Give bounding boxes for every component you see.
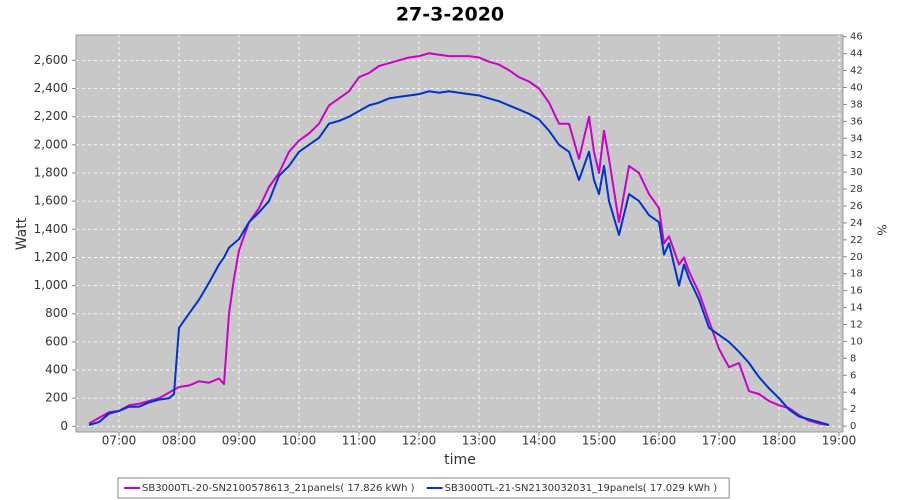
y-tick-label: 1,600 xyxy=(34,194,68,208)
y2-tick-label: 30 xyxy=(850,167,863,178)
y-tick-label: 600 xyxy=(45,334,68,348)
y2-tick-label: 34 xyxy=(850,133,863,144)
y-tick-label: 1,800 xyxy=(34,165,68,179)
y2-tick-label: 44 xyxy=(850,49,863,60)
y2-tick-label: 6 xyxy=(850,370,856,381)
series-line xyxy=(88,90,830,426)
y2-tick-label: 10 xyxy=(850,336,863,347)
legend-box xyxy=(117,477,730,499)
y2-tick-label: 40 xyxy=(850,82,863,93)
x-tick-label: 11:00 xyxy=(342,434,377,448)
x-tick-label: 18:00 xyxy=(762,434,797,448)
y2-tick-label: 8 xyxy=(850,353,856,364)
y2-tick-label: 38 xyxy=(850,99,863,110)
legend-label: SB3000TL-20-SN2100578613_21panels( 17.82… xyxy=(142,483,415,494)
x-tick-label: 07:00 xyxy=(102,434,137,448)
y-tick-label: 2,200 xyxy=(34,109,68,123)
x-tick-label: 12:00 xyxy=(402,434,437,448)
y-tick-label: 400 xyxy=(45,363,68,377)
legend-label: SB3000TL-21-SN2130032031_19panels( 17.02… xyxy=(445,483,718,494)
y2-tick-label: 0 xyxy=(850,421,856,432)
y2-tick-label: 24 xyxy=(850,218,863,229)
y2-tick-label: 16 xyxy=(850,286,863,297)
y-tick-label: 800 xyxy=(45,306,68,320)
y2-tick-label: 36 xyxy=(850,116,863,127)
series-line xyxy=(88,52,830,426)
y2-tick-label: 20 xyxy=(850,252,863,263)
y-tick-label: 1,000 xyxy=(34,278,68,292)
y2-tick-label: 42 xyxy=(850,66,863,77)
y2-tick-label: 12 xyxy=(850,319,863,330)
x-tick-label: 14:00 xyxy=(522,434,557,448)
y2-tick-label: 14 xyxy=(850,303,863,314)
y-tick-label: 2,400 xyxy=(34,81,68,95)
y2-axis-label: % xyxy=(875,224,889,235)
x-tick-label: 08:00 xyxy=(162,434,197,448)
x-tick-label: 17:00 xyxy=(702,434,737,448)
x-tick-label: 10:00 xyxy=(282,434,317,448)
x-tick-label: 19:00 xyxy=(822,434,857,448)
y-tick-label: 0 xyxy=(60,419,68,433)
plot-area xyxy=(75,34,844,433)
y2-tick-label: 22 xyxy=(850,235,863,246)
x-axis-label: time xyxy=(444,452,476,468)
y-tick-label: 200 xyxy=(45,391,68,405)
y2-tick-label: 18 xyxy=(850,269,863,280)
y2-tick-label: 26 xyxy=(850,201,863,212)
y-tick-label: 1,200 xyxy=(34,250,68,264)
y-tick-label: 1,400 xyxy=(34,222,68,236)
y2-tick-label: 4 xyxy=(850,387,856,398)
y-axis-label: Watt xyxy=(14,217,30,250)
y-tick-label: 2,600 xyxy=(34,53,68,67)
x-tick-label: 15:00 xyxy=(582,434,617,448)
y2-tick-label: 46 xyxy=(850,32,863,43)
x-tick-label: 09:00 xyxy=(222,434,257,448)
chart-title: 27-3-2020 xyxy=(396,4,504,26)
x-tick-label: 16:00 xyxy=(642,434,677,448)
x-tick-label: 13:00 xyxy=(462,434,497,448)
y2-tick-label: 32 xyxy=(850,150,863,161)
y2-tick-label: 2 xyxy=(850,404,856,415)
y2-tick-label: 28 xyxy=(850,184,863,195)
y-tick-label: 2,000 xyxy=(34,137,68,151)
